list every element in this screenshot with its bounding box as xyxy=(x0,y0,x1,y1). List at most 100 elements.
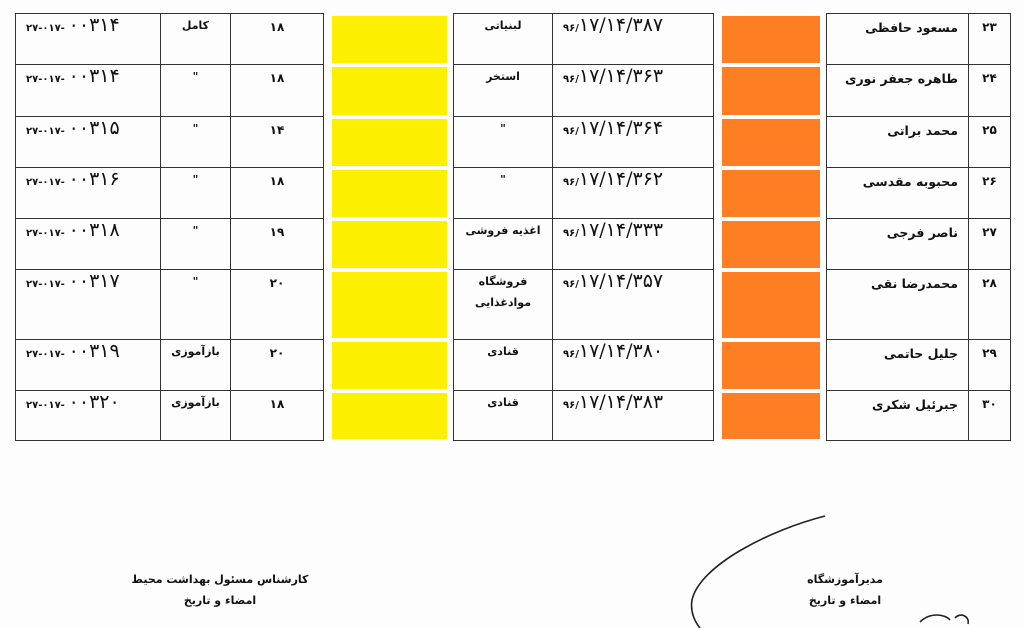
certificate-number-cell: ۹۶/۱۷/۱۴/۳۵۷ xyxy=(552,269,714,340)
job-cell: استخر xyxy=(453,64,553,117)
cert-prefix: ۹۶/ xyxy=(563,126,579,137)
yellow-redaction xyxy=(332,66,447,115)
code-handwritten: ۰۰۳۱۵ xyxy=(68,117,120,139)
name-cell: محبوبه مقدسی xyxy=(826,167,969,219)
yellow-redaction xyxy=(332,118,447,166)
code-handwritten: ۰۰۳۲۰ xyxy=(68,391,120,413)
redacted-cell xyxy=(713,64,827,117)
name-cell: جلیل حاتمی xyxy=(826,339,969,391)
signature-date-label: امضاء و تاریخ xyxy=(808,594,882,607)
certificate-number-cell: ۹۶/۱۷/۱۴/۳۸۷ xyxy=(552,13,714,65)
code-prefix: ۲۷-۰۱۷- xyxy=(26,228,65,239)
row-number-cell: ۲۷ xyxy=(968,218,1011,270)
redacted-cell xyxy=(323,13,454,65)
cert-prefix: ۹۶/ xyxy=(563,349,579,360)
yellow-redaction xyxy=(332,15,447,63)
cert-handwritten: ۱۷/۱۴/۳۸۰ xyxy=(578,340,664,362)
school-director-title: مدیرآموزشگاه xyxy=(807,573,883,586)
job-label: قنادی xyxy=(487,345,519,358)
table-row: ۲۷-۰۱۷- ۰۰۳۱۵ " ۱۴ " ۹۶/۱۷/۱۴/۳۶۴ محمد ب… xyxy=(15,116,1011,168)
job-label: " xyxy=(500,173,506,186)
footer-left: کارشناس مسئول بهداشت محیط امضاء و تاریخ xyxy=(120,573,320,607)
code-prefix: ۲۷-۰۱۷- xyxy=(26,400,65,411)
cert-handwritten: ۱۷/۱۴/۳۳۳ xyxy=(578,219,664,241)
orange-redaction xyxy=(722,66,820,115)
cert-handwritten: ۱۷/۱۴/۳۸۷ xyxy=(578,14,664,36)
table-row: ۲۷-۰۱۷- ۰۰۳۱۴ کامل ۱۸ لبنیاتی ۹۶/۱۷/۱۴/۳… xyxy=(15,13,1011,65)
signature-date-label: امضاء و تاریخ xyxy=(183,594,257,607)
code-handwritten: ۰۰۳۱۴ xyxy=(68,14,120,36)
course-type-cell: بازآموزی xyxy=(160,339,231,391)
table-row: ۲۷-۰۱۷- ۰۰۳۲۰ بازآموزی ۱۸ قنادی ۹۶/۱۷/۱۴… xyxy=(15,390,1011,441)
orange-redaction xyxy=(722,118,820,166)
cert-prefix: ۹۶/ xyxy=(563,177,579,188)
job-label: استخر xyxy=(486,70,520,83)
orange-redaction xyxy=(722,220,820,268)
yellow-redaction xyxy=(332,169,447,217)
code-prefix: ۲۷-۰۱۷- xyxy=(26,23,65,34)
row-number-cell: ۲۵ xyxy=(968,116,1011,168)
row-number-cell: ۲۸ xyxy=(968,269,1011,340)
name-cell: مسعود حافظی xyxy=(826,13,969,65)
code-cell: ۲۷-۰۱۷- ۰۰۳۱۴ xyxy=(15,13,161,65)
redacted-cell xyxy=(323,64,454,117)
code-prefix: ۲۷-۰۱۷- xyxy=(26,177,65,188)
cert-prefix: ۹۶/ xyxy=(563,279,579,290)
certificate-number-cell: ۹۶/۱۷/۱۴/۳۶۲ xyxy=(552,167,714,219)
table-row: ۲۷-۰۱۷- ۰۰۳۱۸ " ۱۹ اغذیه فروشی ۹۶/۱۷/۱۴/… xyxy=(15,218,1011,270)
course-type-cell: " xyxy=(160,167,231,219)
table-row: ۲۷-۰۱۷- ۰۰۳۱۷ " ۲۰ فروشگاه موادغذایی ۹۶/۱… xyxy=(15,269,1011,340)
footer-right: مدیرآموزشگاه امضاء و تاریخ xyxy=(790,573,900,607)
job-cell: قنادی xyxy=(453,339,553,391)
certificate-number-cell: ۹۶/۱۷/۱۴/۳۳۳ xyxy=(552,218,714,270)
code-handwritten: ۰۰۳۱۶ xyxy=(68,168,120,190)
yellow-redaction xyxy=(332,271,447,338)
yellow-redaction xyxy=(332,220,447,268)
course-type-cell: کامل xyxy=(160,13,231,65)
redacted-cell xyxy=(713,269,827,340)
redacted-cell xyxy=(713,13,827,65)
redacted-cell xyxy=(713,390,827,441)
course-type-cell: " xyxy=(160,64,231,117)
cert-handwritten: ۱۷/۱۴/۳۶۲ xyxy=(578,168,664,190)
score-cell: ۱۸ xyxy=(230,390,324,441)
code-prefix: ۲۷-۰۱۷- xyxy=(26,74,65,85)
cert-handwritten: ۱۷/۱۴/۳۶۳ xyxy=(578,65,664,87)
code-cell: ۲۷-۰۱۷- ۰۰۳۱۸ xyxy=(15,218,161,270)
job-label: " xyxy=(500,122,506,135)
code-cell: ۲۷-۰۱۷- ۰۰۳۱۷ xyxy=(15,269,161,340)
health-expert-title: کارشناس مسئول بهداشت محیط xyxy=(131,573,309,586)
orange-redaction xyxy=(722,341,820,389)
table-row: ۲۷-۰۱۷- ۰۰۳۱۹ بازآموزی ۲۰ قنادی ۹۶/۱۷/۱۴… xyxy=(15,339,1011,391)
course-type-cell: " xyxy=(160,218,231,270)
code-handwritten: ۰۰۳۱۴ xyxy=(68,65,120,87)
redacted-cell xyxy=(713,116,827,168)
job-label: قنادی xyxy=(487,396,519,409)
table-row: ۲۷-۰۱۷- ۰۰۳۱۴ " ۱۸ استخر ۹۶/۱۷/۱۴/۳۶۳ طا… xyxy=(15,64,1011,117)
certificate-number-cell: ۹۶/۱۷/۱۴/۳۶۴ xyxy=(552,116,714,168)
cert-prefix: ۹۶/ xyxy=(563,400,579,411)
cert-handwritten: ۱۷/۱۴/۳۵۷ xyxy=(578,270,664,292)
job-cell: اغذیه فروشی xyxy=(453,218,553,270)
code-prefix: ۲۷-۰۱۷- xyxy=(26,349,65,360)
cert-prefix: ۹۶/ xyxy=(563,23,579,34)
orange-redaction xyxy=(722,15,820,63)
score-cell: ۱۸ xyxy=(230,13,324,65)
certificate-number-cell: ۹۶/۱۷/۱۴/۳۸۰ xyxy=(552,339,714,391)
redacted-cell xyxy=(323,116,454,168)
code-prefix: ۲۷-۰۱۷- xyxy=(26,279,65,290)
records-table: ۲۷-۰۱۷- ۰۰۳۱۴ کامل ۱۸ لبنیاتی ۹۶/۱۷/۱۴/۳… xyxy=(15,13,1011,441)
cert-prefix: ۹۶/ xyxy=(563,74,579,85)
score-cell: ۲۰ xyxy=(230,269,324,340)
code-cell: ۲۷-۰۱۷- ۰۰۳۲۰ xyxy=(15,390,161,441)
score-cell: ۱۸ xyxy=(230,64,324,117)
name-cell: جبرئیل شکری xyxy=(826,390,969,441)
cert-handwritten: ۱۷/۱۴/۳۶۴ xyxy=(578,117,664,139)
redacted-cell xyxy=(323,339,454,391)
certificate-number-cell: ۹۶/۱۷/۱۴/۳۸۳ xyxy=(552,390,714,441)
redacted-cell xyxy=(323,218,454,270)
code-handwritten: ۰۰۳۱۸ xyxy=(68,219,120,241)
job-cell: فروشگاه موادغذایی xyxy=(453,269,553,340)
certificate-number-cell: ۹۶/۱۷/۱۴/۳۶۳ xyxy=(552,64,714,117)
